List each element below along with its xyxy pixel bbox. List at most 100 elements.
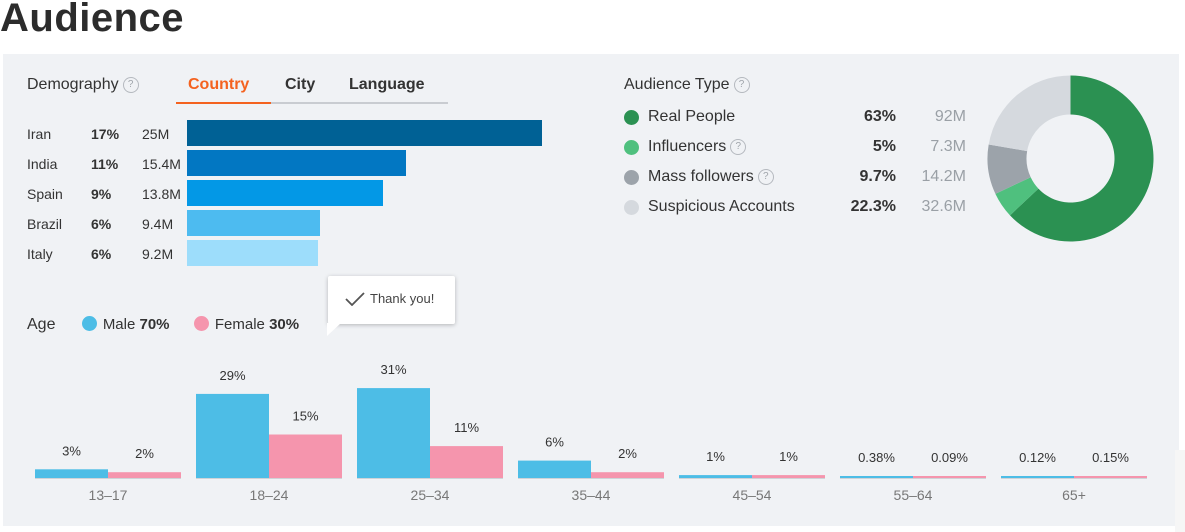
tooltip-arrow xyxy=(327,323,341,336)
female-bar[interactable] xyxy=(269,434,342,479)
tooltip-text: Thank you! xyxy=(370,291,435,306)
audience-type-name: Influencers? xyxy=(648,138,747,156)
age-tick-label: 25–34 xyxy=(411,487,450,503)
age-tick-label: 55–64 xyxy=(894,487,933,503)
tab-city[interactable]: City xyxy=(285,76,316,93)
audience-type-count: 14.2M xyxy=(921,168,966,185)
audience-type-name: Suspicious Accounts xyxy=(648,198,795,215)
country-name: India xyxy=(27,156,58,172)
help-icon[interactable]: ? xyxy=(122,76,139,93)
active-tab-indicator xyxy=(176,102,271,104)
country-pct: 9% xyxy=(91,186,112,202)
bar-value-label: 11% xyxy=(454,420,479,435)
audience-type-count: 7.3M xyxy=(930,138,966,155)
bar-value-label: 29% xyxy=(219,368,245,383)
age-tick-label: 35–44 xyxy=(572,487,611,503)
audience-type-pct: 63% xyxy=(863,108,896,125)
bar-value-label: 3% xyxy=(62,443,81,458)
age-label: Age xyxy=(27,316,56,333)
country-pct: 17% xyxy=(91,126,120,142)
country-name: Spain xyxy=(27,186,63,202)
bar-value-label: 0.09% xyxy=(931,450,968,465)
demography-label: Demography xyxy=(27,76,119,93)
audience-type-name: Mass followers? xyxy=(648,168,774,186)
female-bar[interactable] xyxy=(108,472,181,478)
audience-type-pct: 9.7% xyxy=(859,168,896,185)
country-bar[interactable] xyxy=(187,210,320,236)
male-bar[interactable] xyxy=(1001,476,1074,478)
country-count: 9.2M xyxy=(142,246,174,262)
bar-value-label: 6% xyxy=(545,435,564,450)
country-bar[interactable] xyxy=(187,240,318,266)
audience-type-label: Audience Type xyxy=(624,76,730,93)
female-bar[interactable] xyxy=(913,476,986,478)
bar-value-label: 1% xyxy=(706,449,725,464)
help-icon[interactable]: ? xyxy=(757,168,774,185)
audience-type-donut-chart xyxy=(987,75,1154,242)
country-pct: 11% xyxy=(91,156,119,172)
audience-type-header: Audience Type? xyxy=(624,76,750,94)
male-legend-dot xyxy=(81,316,97,331)
country-name: Brazil xyxy=(27,216,63,232)
female-legend-pct: 30% xyxy=(269,316,300,333)
legend-dot xyxy=(624,170,639,185)
audience-type-count: 92M xyxy=(934,108,966,125)
age-tick-label: 18–24 xyxy=(250,487,289,503)
country-name: Iran xyxy=(27,126,52,142)
audience-type-count: 32.6M xyxy=(921,198,966,215)
bar-value-label: 0.12% xyxy=(1019,450,1056,465)
male-bar[interactable] xyxy=(196,393,269,478)
country-bar[interactable] xyxy=(187,180,383,206)
audience-type-pct: 22.3% xyxy=(850,198,896,215)
bar-value-label: 2% xyxy=(618,446,637,461)
country-bar[interactable] xyxy=(187,150,406,176)
demography-tabs: Country City Language xyxy=(176,74,448,104)
age-legend: Age Male 70% Female 30% xyxy=(27,316,299,334)
male-legend-label: Male xyxy=(102,316,136,333)
tab-language[interactable]: Language xyxy=(349,76,425,93)
help-icon[interactable]: ? xyxy=(730,138,747,155)
legend-dot xyxy=(624,110,639,125)
donut-slice[interactable] xyxy=(1009,75,1154,242)
tab-country[interactable]: Country xyxy=(188,76,250,93)
male-legend-pct: 70% xyxy=(139,316,170,333)
male-bar[interactable] xyxy=(679,475,752,478)
country-count: 9.4M xyxy=(142,216,174,232)
female-bar[interactable] xyxy=(1074,476,1147,478)
help-icon[interactable]: ? xyxy=(733,76,750,93)
donut-slice[interactable] xyxy=(995,177,1039,216)
bar-value-label: 0.38% xyxy=(858,450,895,465)
male-bar[interactable] xyxy=(357,388,430,478)
bar-value-label: 0.15% xyxy=(1092,450,1129,465)
age-tick-label: 45–54 xyxy=(733,487,772,503)
bar-value-label: 15% xyxy=(292,409,318,424)
legend-dot xyxy=(624,200,639,215)
male-bar[interactable] xyxy=(840,476,913,478)
country-count: 15.4M xyxy=(142,156,181,172)
age-tick-label: 65+ xyxy=(1062,487,1086,503)
audience-panel: Demography? Country City Language Iran 17… xyxy=(3,54,1179,526)
female-legend-dot xyxy=(193,316,209,331)
age-bar-chart: 3% 2% 13–17 29% 15% 18–24 31% 11% 25–34 6% 2% 35–44… xyxy=(35,362,1147,503)
donut-slice[interactable] xyxy=(987,144,1031,194)
demography-header: Demography? xyxy=(27,76,139,94)
legend-dot xyxy=(624,140,639,155)
bar-value-label: 1% xyxy=(779,449,798,464)
male-bar[interactable] xyxy=(35,469,108,478)
audience-type-name: Real People xyxy=(648,108,736,125)
bar-value-label: 2% xyxy=(135,446,154,461)
country-bar[interactable] xyxy=(187,120,542,146)
country-count: 25M xyxy=(142,126,170,142)
female-bar[interactable] xyxy=(430,446,503,478)
male-bar[interactable] xyxy=(518,460,591,478)
female-bar[interactable] xyxy=(591,472,664,478)
country-name: Italy xyxy=(27,246,53,262)
country-count: 13.8M xyxy=(142,186,181,202)
donut-slice[interactable] xyxy=(988,75,1071,152)
thank-you-tooltip: Thank you! xyxy=(327,276,455,336)
country-pct: 6% xyxy=(91,246,112,262)
page-title: Audience xyxy=(0,0,185,40)
female-bar[interactable] xyxy=(752,475,825,478)
female-legend-label: Female xyxy=(214,316,265,333)
age-tick-label: 13–17 xyxy=(89,487,128,503)
